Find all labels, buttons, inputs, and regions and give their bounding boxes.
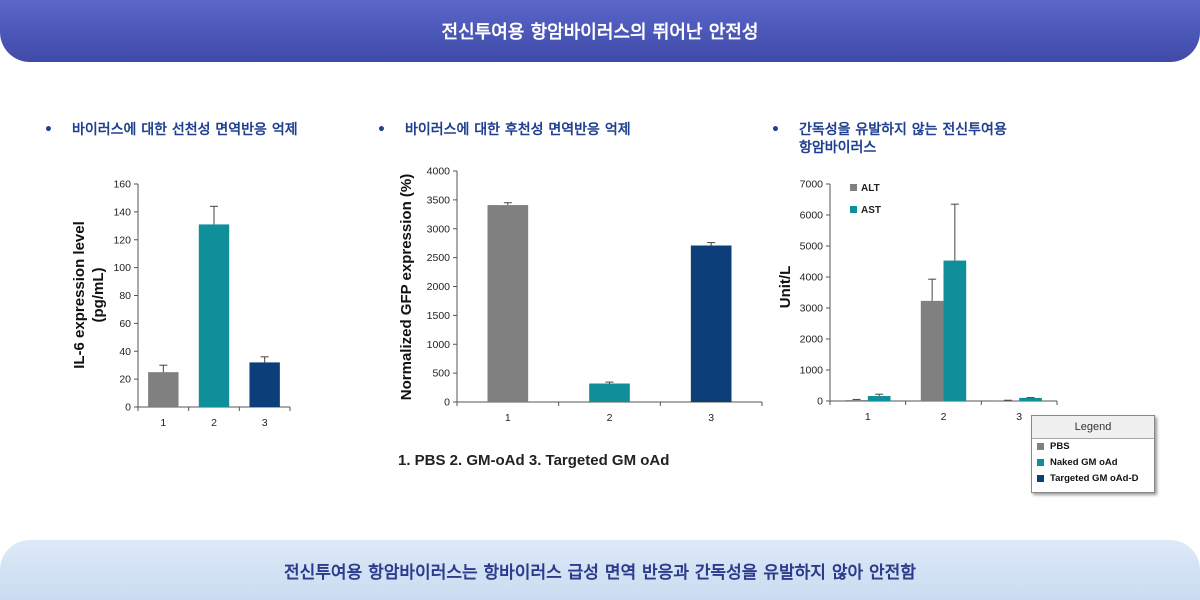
chart-caption: 1. PBS 2. GM-oAd 3. Targeted GM oAd — [398, 452, 670, 469]
y-tick-label: 40 — [119, 346, 131, 358]
legend-item-pbs: PBS — [1032, 439, 1154, 455]
y-tick-label: 500 — [432, 368, 450, 380]
bar-alt-1 — [845, 400, 868, 401]
y-tick-label: 1000 — [427, 339, 451, 351]
section-1-title: 바이러스에 대한 선천성 면역반응 억제 — [72, 122, 298, 138]
y-tick-label: 2000 — [800, 334, 824, 346]
x-tick-label: 1 — [160, 417, 166, 429]
bar-3 — [249, 362, 280, 407]
y-tick-label: 80 — [119, 290, 131, 302]
section-2-heading: • 바이러스에 대한 후천성 면역반응 억제 — [377, 121, 631, 139]
section-1-heading: • 바이러스에 대한 선천성 면역반응 억제 — [44, 121, 298, 139]
legend-item-targeted: Targeted GM oAd-D — [1032, 471, 1154, 487]
legend-label: Naked GM oAd — [1050, 457, 1118, 468]
x-tick-label: 1 — [505, 412, 511, 424]
y-tick-label: 5000 — [800, 241, 824, 253]
x-tick-label: 3 — [1016, 411, 1022, 423]
y-tick-label: 7000 — [800, 179, 824, 191]
y-tick-label: 4000 — [427, 166, 451, 178]
y-tick-label: 0 — [817, 396, 823, 408]
y-axis-label-unit: (pg/mL) — [90, 268, 107, 323]
section-3-title-line2: 항암바이러스 — [799, 140, 877, 156]
y-axis-label: Unit/L — [777, 266, 794, 309]
y-axis-label: IL-6 expression level — [71, 221, 88, 369]
legend-swatch — [1037, 475, 1044, 482]
y-tick-label: 6000 — [800, 210, 824, 222]
x-tick-label: 1 — [865, 411, 871, 423]
y-tick-label: 3000 — [427, 223, 451, 235]
header-banner: 전신투여용 항암바이러스의 뛰어난 안전성 — [0, 0, 1200, 62]
bar-ast-3 — [1019, 397, 1042, 401]
footer-banner: 전신투여용 항암바이러스는 항바이러스 급성 면역 반응과 간독성을 유발하지 … — [0, 540, 1200, 600]
y-tick-label: 0 — [125, 402, 131, 414]
y-tick-label: 1500 — [427, 310, 451, 322]
bar-ast-1 — [867, 396, 891, 401]
y-tick-label: 3000 — [800, 303, 824, 315]
y-tick-label: 20 — [119, 374, 131, 386]
legend-title: Legend — [1032, 416, 1154, 439]
y-axis-label: Normalized GFP expression (%) — [398, 174, 415, 400]
legend-swatch-alt — [850, 184, 857, 191]
bullet-dot: • — [771, 122, 780, 138]
legend-swatch — [1037, 443, 1044, 450]
legend-label-alt: ALT — [861, 183, 880, 194]
footer-text: 전신투여용 항암바이러스는 항바이러스 급성 면역 반응과 간독성을 유발하지 … — [284, 562, 916, 583]
legend-label: PBS — [1050, 441, 1070, 452]
bar-2 — [198, 224, 230, 407]
bullet-dot: • — [44, 122, 53, 138]
y-tick-label: 2500 — [427, 252, 451, 264]
bullet-dot: • — [377, 122, 386, 138]
y-tick-label: 1000 — [800, 365, 824, 377]
y-tick-label: 4000 — [800, 272, 824, 284]
x-tick-label: 3 — [708, 412, 714, 424]
bar-alt-2 — [920, 300, 944, 401]
y-tick-label: 3500 — [427, 194, 451, 206]
y-tick-label: 100 — [113, 262, 131, 274]
x-tick-label: 2 — [211, 417, 217, 429]
bar-ast-2 — [943, 260, 967, 401]
y-tick-label: 2000 — [427, 281, 451, 293]
legend-swatch-ast — [850, 206, 857, 213]
section-2-title: 바이러스에 대한 후천성 면역반응 억제 — [405, 122, 631, 138]
y-tick-label: 0 — [444, 397, 450, 409]
y-tick-label: 60 — [119, 318, 131, 330]
x-tick-label: 2 — [607, 412, 613, 424]
legend-label-ast: AST — [861, 205, 881, 216]
bar-2 — [589, 383, 630, 402]
y-tick-label: 160 — [113, 179, 131, 191]
legend-box: Legend PBS Naked GM oAd Targeted GM oAd-… — [1031, 415, 1155, 493]
header-title: 전신투여용 항암바이러스의 뛰어난 안전성 — [441, 22, 759, 43]
section-3-title-line1: 간독성을 유발하지 않는 전신투여용 — [799, 122, 1007, 138]
y-tick-label: 120 — [113, 234, 131, 246]
x-tick-label: 2 — [941, 411, 947, 423]
legend-item-naked: Naked GM oAd — [1032, 455, 1154, 471]
bar-1 — [487, 205, 529, 402]
y-tick-label: 140 — [113, 206, 131, 218]
legend-label: Targeted GM oAd-D — [1050, 473, 1139, 484]
bar-3 — [690, 245, 732, 402]
legend-swatch — [1037, 459, 1044, 466]
bar-1 — [148, 372, 179, 407]
x-tick-label: 3 — [262, 417, 268, 429]
section-3-heading: • 간독성을 유발하지 않는 전신투여용 항암바이러스 — [771, 121, 1007, 157]
